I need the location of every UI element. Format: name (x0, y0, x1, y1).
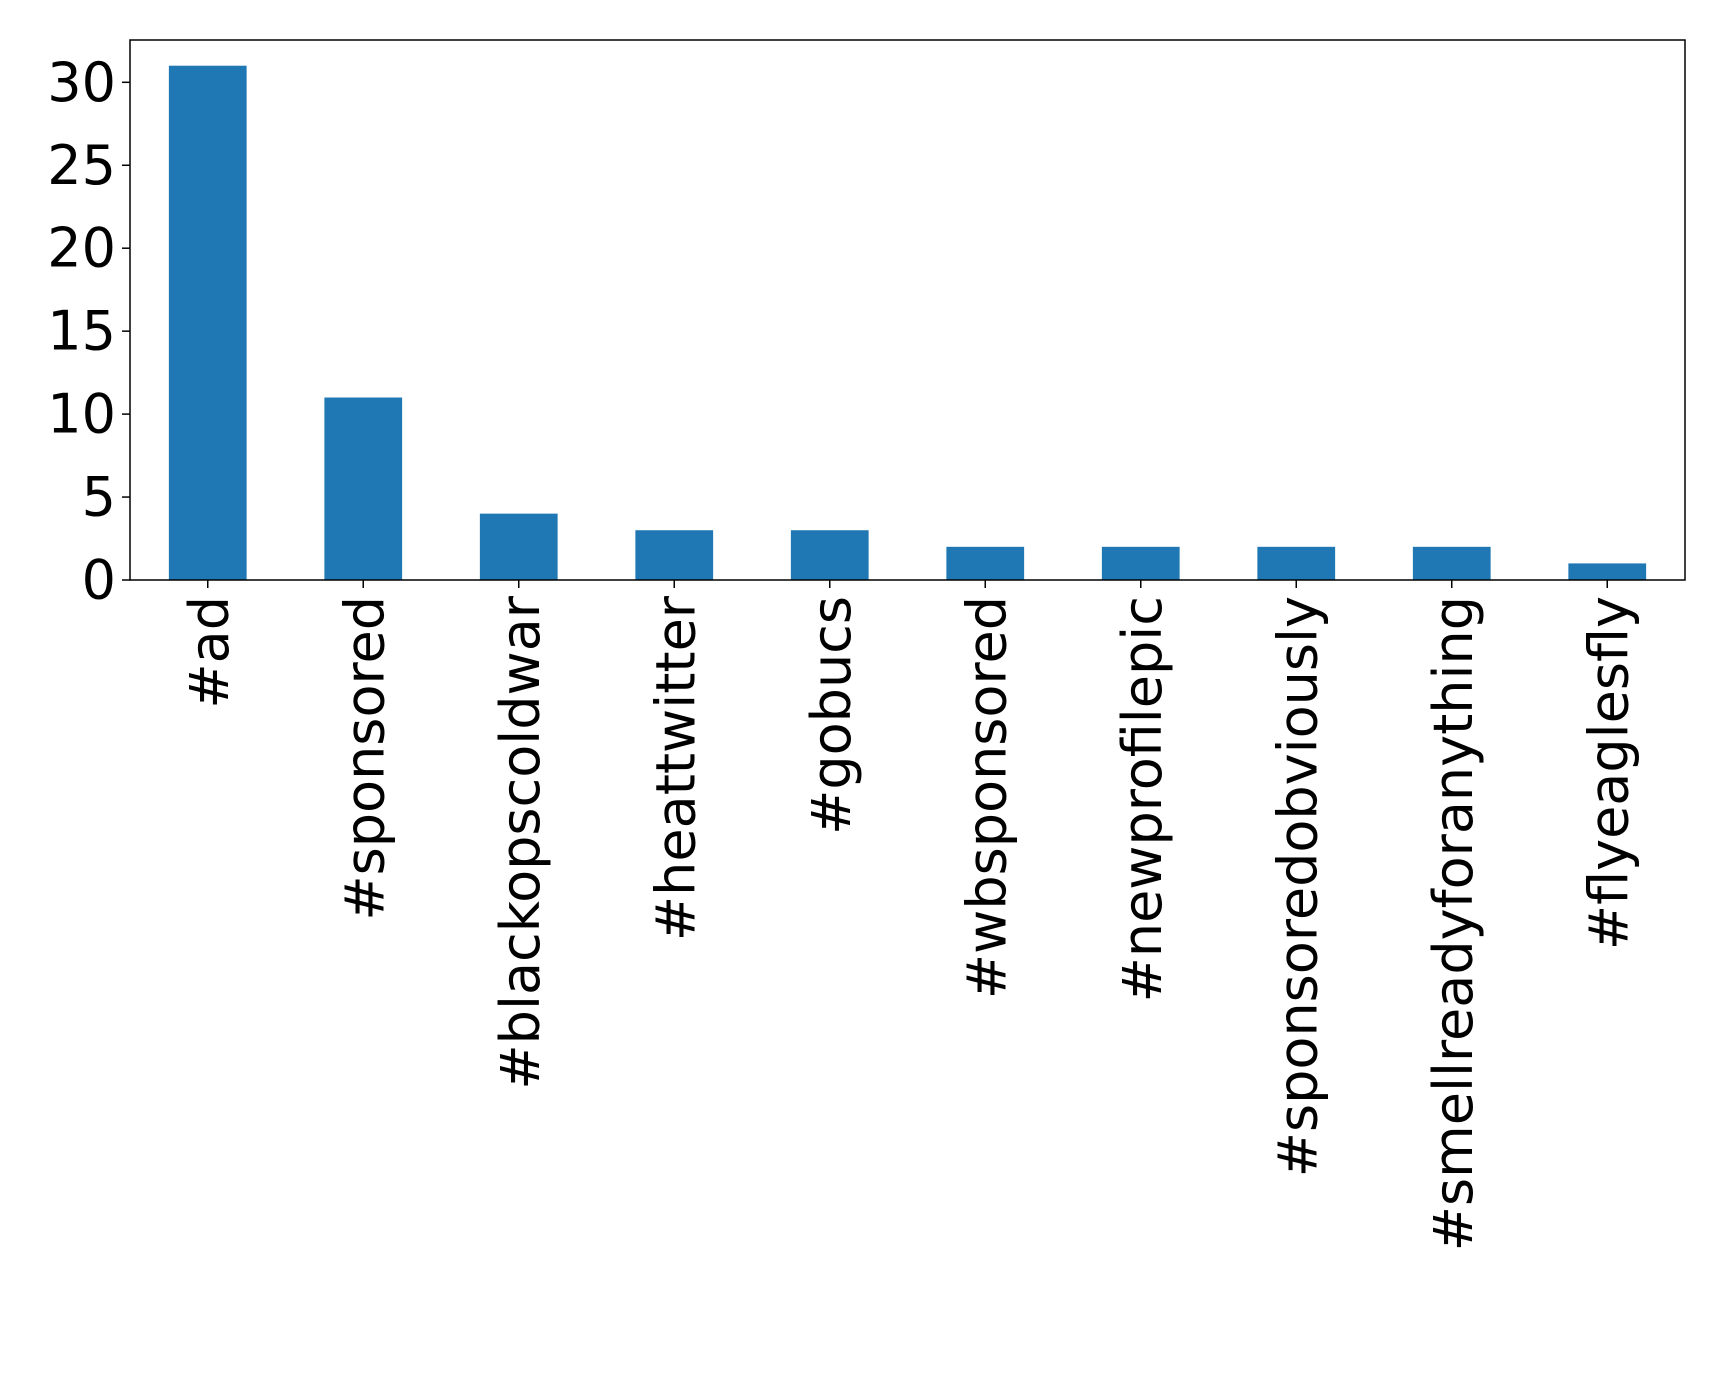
x-tick-label: #wbsponsored (955, 596, 1018, 999)
bar-blackopscoldwar (479, 513, 558, 580)
y-tick-label: 5 (82, 466, 116, 529)
y-tick-label: 20 (47, 217, 116, 280)
bar-ad (168, 65, 247, 580)
bar-flyeaglesfly (1568, 563, 1647, 580)
bar-heattwitter (635, 530, 714, 580)
y-tick-label: 15 (47, 300, 116, 363)
bar-sponsored (324, 397, 403, 580)
y-tick-label: 25 (47, 134, 116, 197)
y-tick-label: 30 (47, 51, 116, 114)
x-tick-label: #heattwitter (644, 595, 707, 941)
bar-smellreadyforanything (1412, 546, 1491, 580)
bars-group (168, 65, 1647, 580)
bar-gobucs (790, 530, 869, 580)
x-tick-label: #sponsored (333, 596, 396, 921)
y-tick-label: 10 (47, 383, 116, 446)
x-tick-label: #gobucs (800, 596, 863, 835)
y-axis: 0 5 10 15 20 25 30 (47, 51, 130, 612)
x-tick-label: #newprofilepic (1111, 596, 1174, 1002)
x-tick-label: #ad (178, 596, 241, 709)
x-tick-label: #flyeaglesfly (1577, 596, 1640, 950)
plot-frame (129, 39, 1686, 581)
y-tick-label: 0 (82, 549, 116, 612)
x-tick-label: #blackopscoldwar (489, 595, 552, 1089)
x-axis: #ad #sponsored #blackopscoldwar #heattwitte… (178, 580, 1640, 1251)
x-tick-label: #sponsoredobviously (1266, 596, 1329, 1177)
bar-sponsoredobviously (1257, 546, 1336, 580)
bar-newprofilepic (1101, 546, 1180, 580)
bar-wbsponsored (946, 546, 1025, 580)
x-tick-label: #smellreadyforanything (1422, 596, 1485, 1251)
